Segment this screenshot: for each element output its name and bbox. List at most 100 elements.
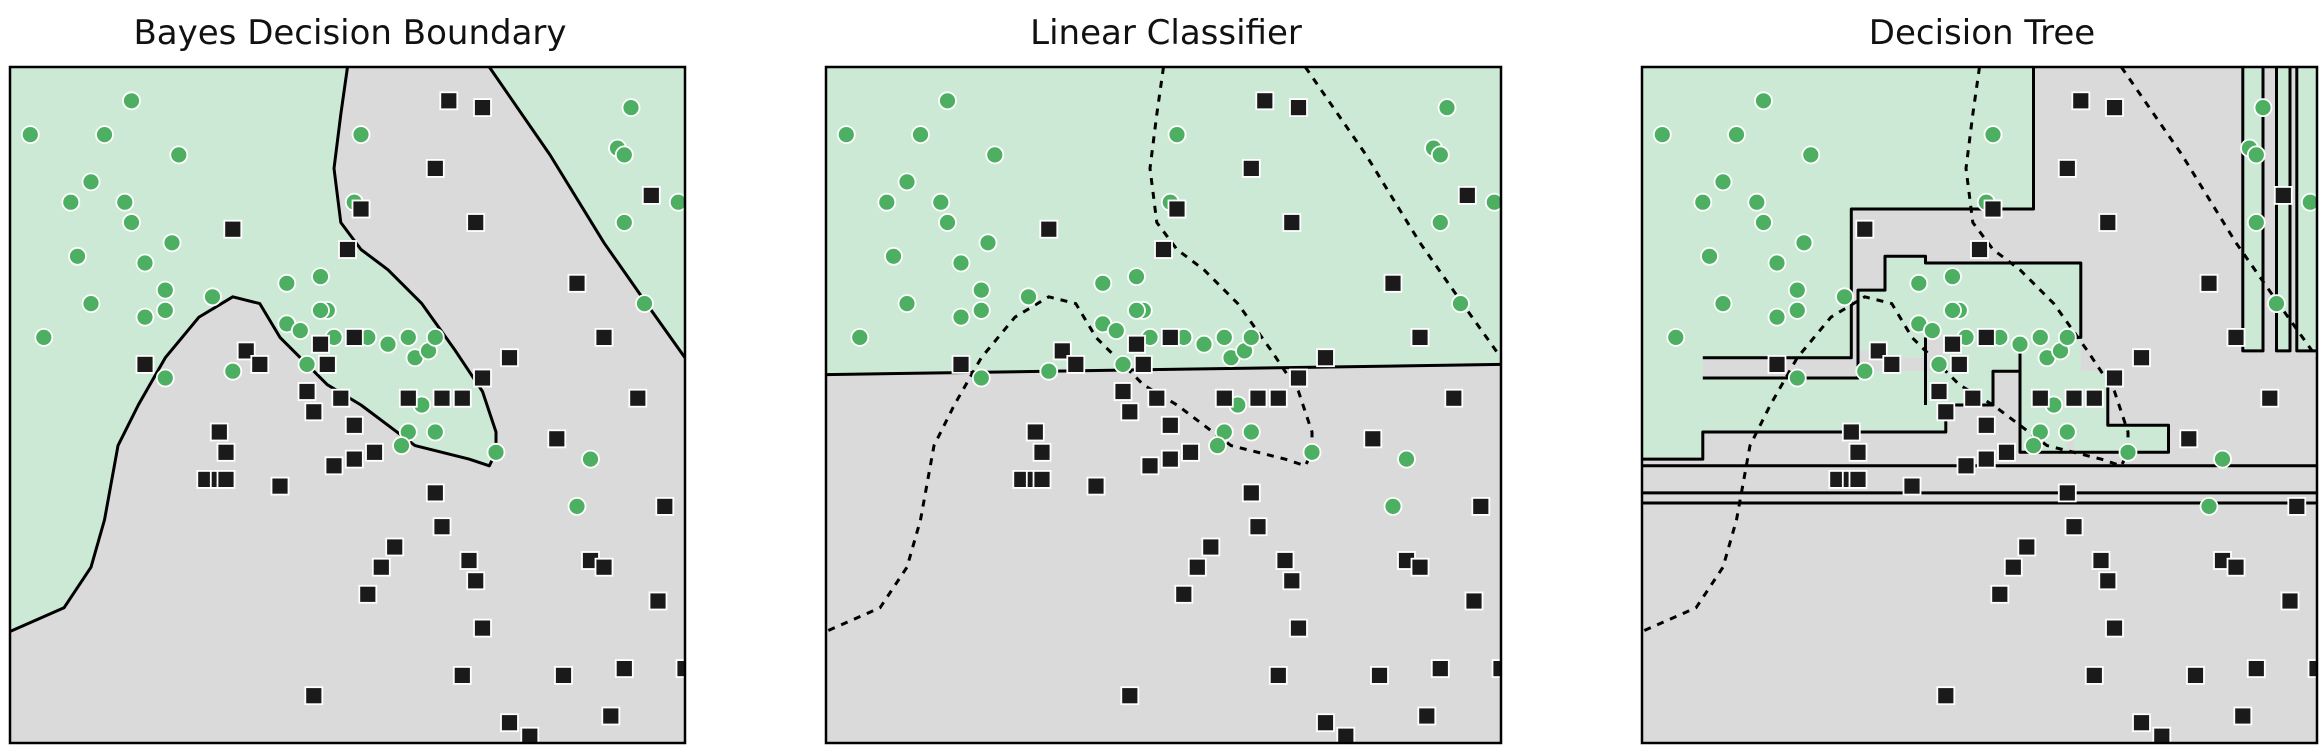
class-b-point [2226, 327, 2246, 347]
model-boundary-line [2275, 67, 2292, 353]
class-b-point [216, 469, 236, 489]
class-b-point [365, 442, 384, 462]
class-a-point [1167, 125, 1187, 145]
class-a-point [836, 125, 856, 145]
class-a-point [1787, 368, 1807, 388]
class-a-point [971, 300, 991, 320]
bayes-boundary-line [1304, 67, 1501, 359]
class-b-point [1268, 388, 1288, 408]
class-b-point [1316, 713, 1335, 733]
class-b-point [216, 442, 236, 462]
class-a-point [392, 436, 411, 456]
class-a-point [155, 368, 175, 388]
class-b-point [223, 219, 243, 239]
class-b-point [344, 415, 364, 435]
class-b-point [135, 354, 155, 374]
region-class-a [2242, 67, 2263, 351]
class-b-point [1383, 273, 1403, 293]
class-a-point [1835, 287, 1854, 307]
class-b-point [500, 348, 519, 368]
class-b-point [1025, 422, 1045, 442]
class-a-point [1943, 267, 1962, 287]
class-b-point [1032, 442, 1052, 462]
class-b-point [1066, 354, 1086, 374]
class-a-point [1693, 192, 1713, 212]
class-b-point [371, 557, 391, 577]
class-a-point [971, 280, 991, 300]
class-b-point [1316, 348, 1335, 368]
model-boundary-line [1702, 67, 2035, 360]
class-a-point [567, 496, 587, 516]
model-boundary-line [1702, 254, 2083, 380]
class-a-point [951, 307, 971, 327]
class-b-point [2064, 517, 2084, 537]
class-b-point [331, 388, 351, 408]
class-b-point [1417, 706, 1437, 726]
class-b-point [2132, 348, 2151, 368]
class-a-point [1943, 300, 1962, 320]
panel-linear: Linear Classifier [824, 13, 1503, 745]
model-boundary-line [2295, 67, 2317, 353]
class-a-point [1794, 233, 1814, 253]
class-a-point [1754, 91, 1773, 111]
class-a-point [1437, 98, 1457, 117]
class-a-point [1754, 213, 1773, 232]
class-b-point [1167, 199, 1187, 219]
class-a-point [581, 449, 600, 469]
class-b-point [1976, 449, 1996, 469]
class-b-point [270, 476, 290, 496]
class-a-point [34, 327, 54, 347]
class-a-point [877, 192, 897, 212]
class-b-point [1147, 388, 1167, 408]
class-b-point [466, 571, 486, 591]
class-b-point [1120, 402, 1140, 422]
class-a-point [1127, 300, 1146, 320]
class-a-point [1767, 253, 1787, 273]
class-a-point [1484, 192, 1501, 212]
bayes-boundary-line [10, 67, 498, 633]
class-b-point [1248, 517, 1268, 537]
class-b-point [1983, 199, 2003, 219]
title-linear: Linear Classifier [1030, 13, 1302, 53]
class-b-point [2260, 388, 2280, 408]
class-b-point [1848, 469, 1868, 489]
class-b-point [344, 449, 364, 469]
class-a-point [1430, 213, 1450, 232]
class-a-point [122, 91, 141, 111]
class-a-point [378, 334, 398, 354]
model-boundary-line [826, 362, 1501, 377]
class-b-point [2105, 98, 2124, 117]
class-b-point [628, 388, 648, 408]
class-a-point [311, 267, 330, 287]
class-b-point [951, 354, 971, 374]
class-a-point [1801, 145, 1821, 165]
class-b-point [1160, 415, 1180, 435]
bayes-boundary-line [2120, 67, 2317, 359]
class-a-point [2300, 192, 2317, 212]
class-b-point [1767, 354, 1787, 374]
class-a-point [614, 213, 634, 232]
class-b-point [1241, 158, 1261, 178]
class-b-point [2057, 158, 2077, 178]
class-b-point [1289, 98, 1308, 117]
class-b-point [1133, 354, 1153, 374]
class-b-point [1275, 551, 1295, 570]
class-b-point [2003, 557, 2023, 577]
class-a-point [850, 327, 870, 347]
region-class-a [1885, 256, 1926, 358]
class-b-point [1336, 726, 1356, 743]
class-b-point [500, 713, 519, 733]
class-b-point [1943, 334, 1962, 354]
model-boundary-line [2018, 337, 2170, 454]
class-a-point [1383, 496, 1403, 516]
class-b-point [1956, 456, 1976, 476]
class-b-point [641, 185, 661, 205]
class-a-point [2010, 334, 2030, 354]
class-b-point [1248, 388, 1268, 408]
class-b-point [1970, 240, 1989, 259]
bayes-boundary-line [1642, 67, 2130, 633]
class-a-point [1922, 321, 1942, 341]
class-b-point [439, 91, 459, 111]
class-b-point [655, 496, 675, 516]
class-b-point [1902, 476, 1922, 496]
